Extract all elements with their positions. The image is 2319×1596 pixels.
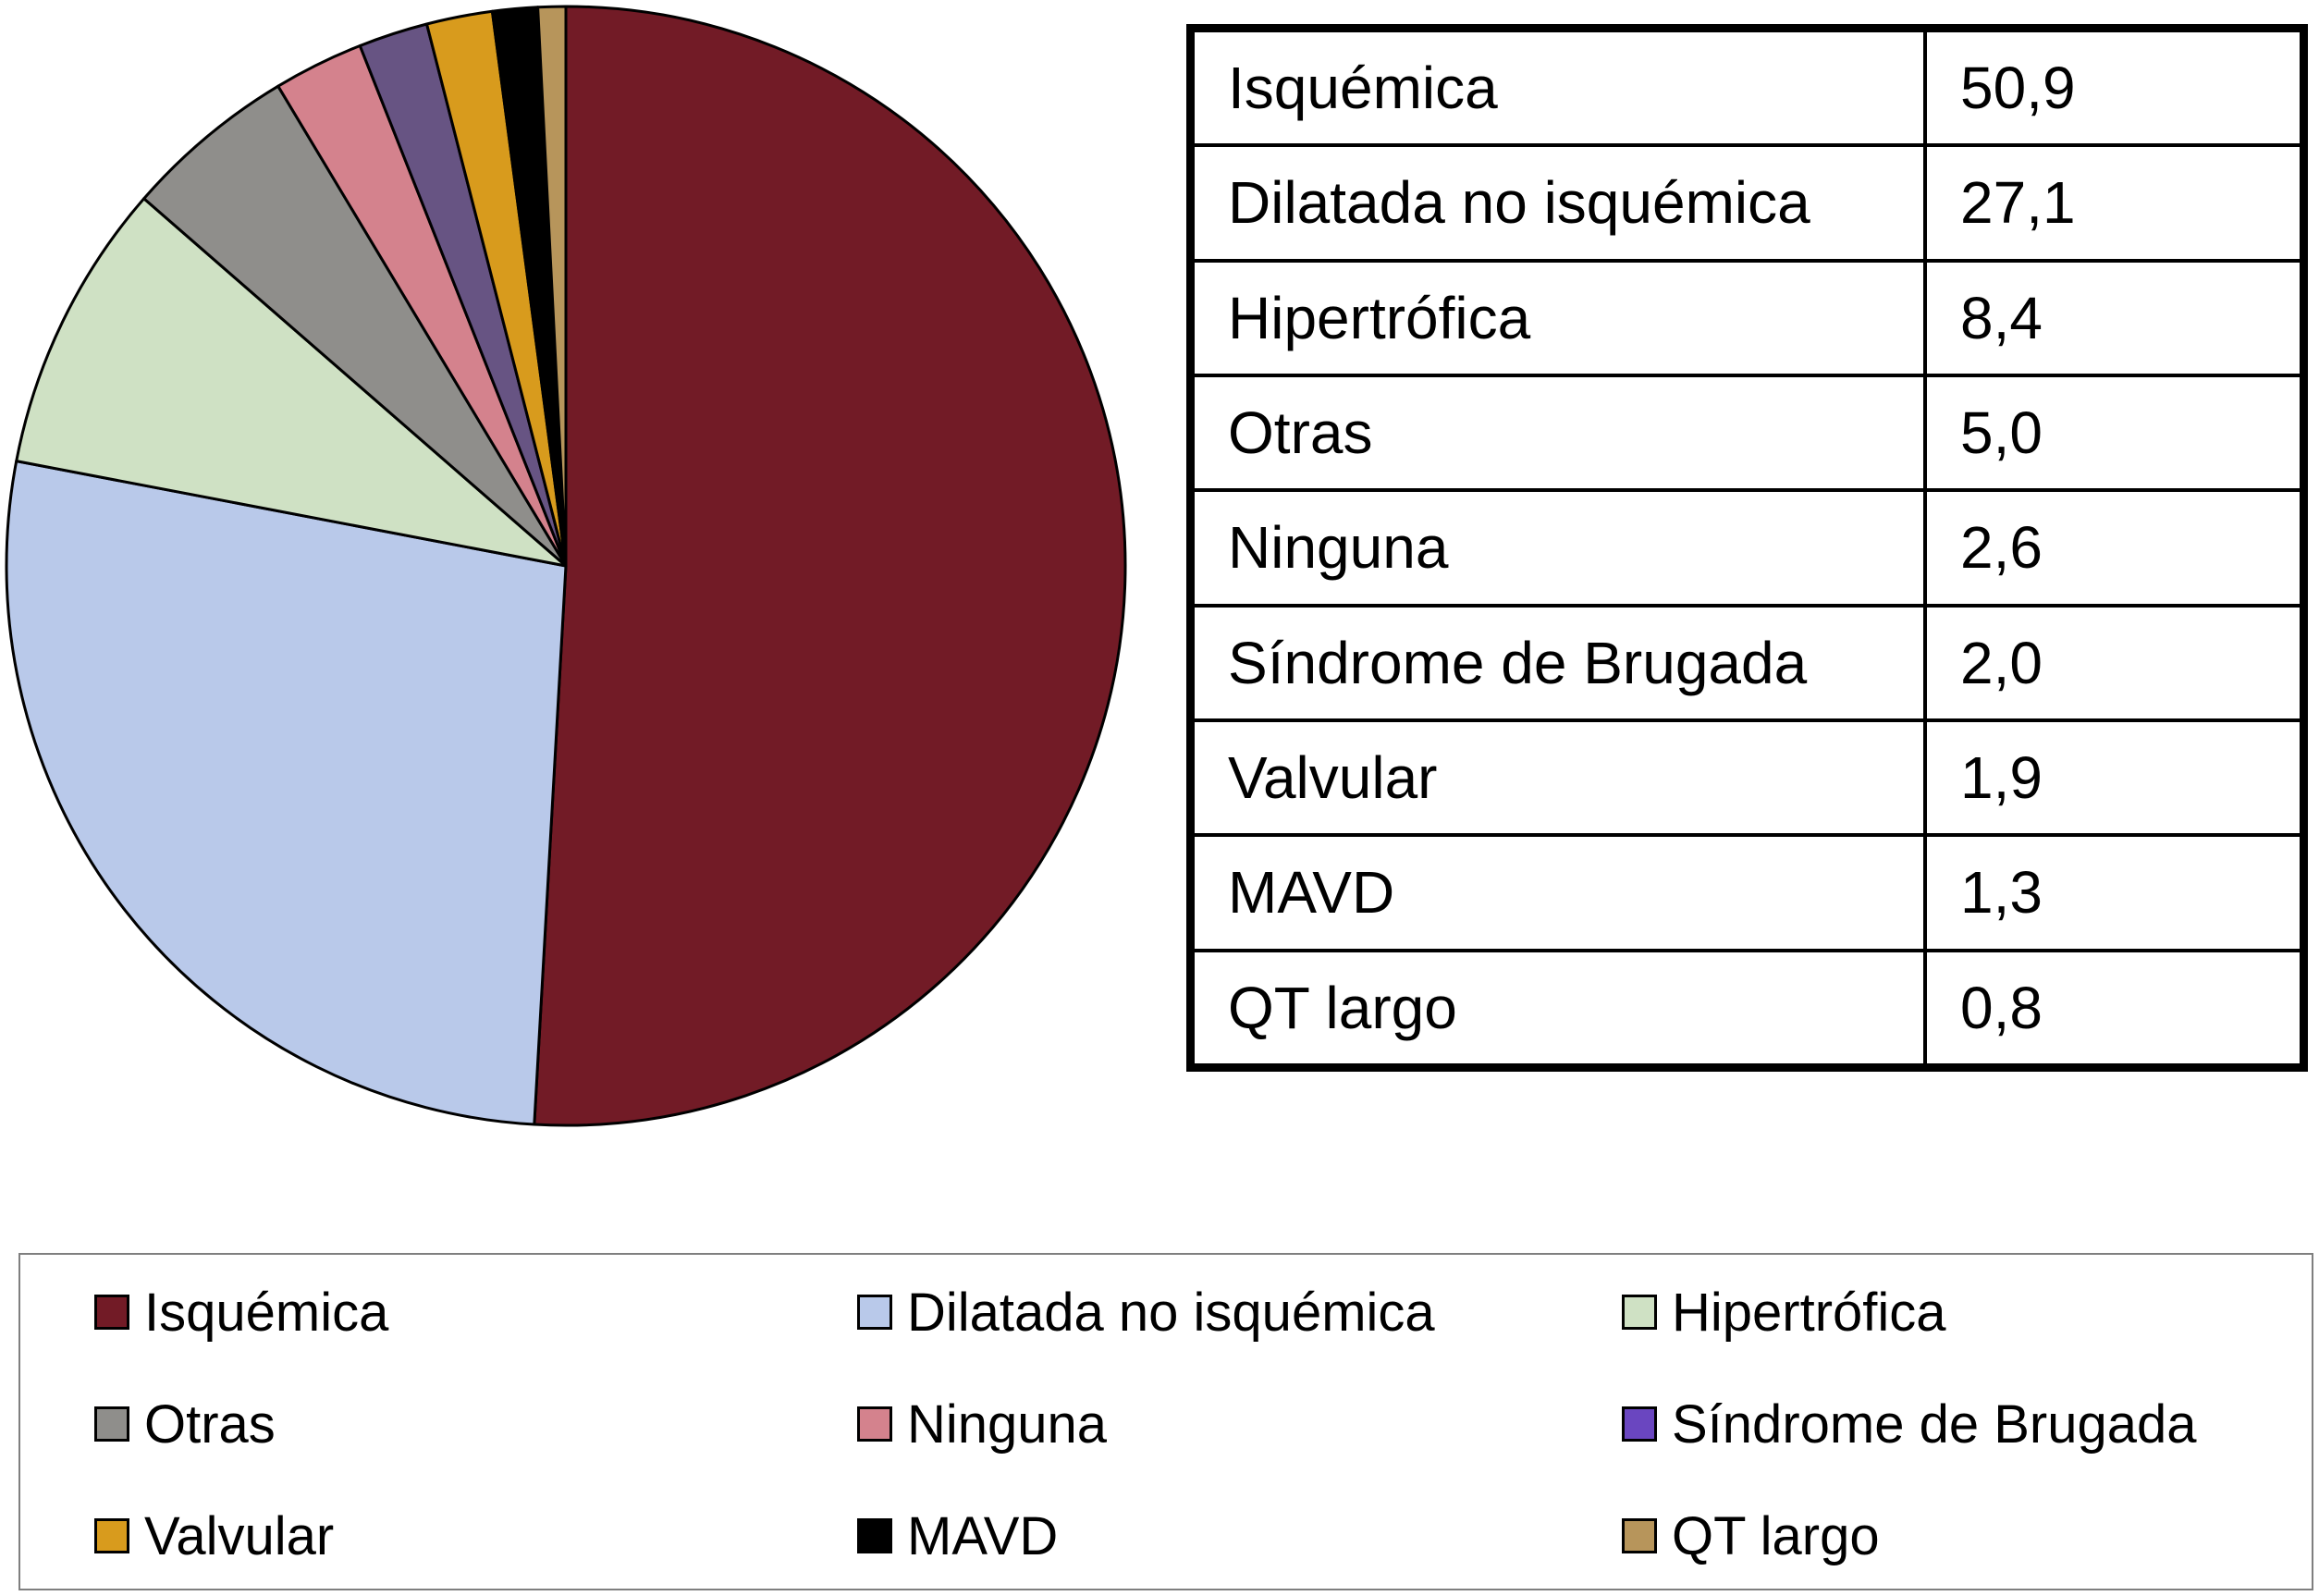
table-cell-value: 0,8 xyxy=(1960,974,2043,1041)
legend-item: MAVD xyxy=(857,1499,1058,1573)
table-row: MAVD 1,3 xyxy=(1195,837,2300,952)
pie-slice-qt-largo xyxy=(536,5,568,568)
table-row: QT largo 0,8 xyxy=(1195,951,2300,1063)
table-cell-value: 1,3 xyxy=(1960,859,2043,927)
legend-label: Otras xyxy=(144,1393,276,1455)
legend-swatch xyxy=(1622,1406,1657,1442)
legend-item: Síndrome de Brugada xyxy=(1622,1387,2196,1461)
pie-slice-otras xyxy=(142,84,568,568)
pie-slice-hipertrofica xyxy=(15,197,568,568)
chart-legend: Isquémica Dilatada no isquémica Hipertró… xyxy=(18,1253,2313,1590)
table-row: Ninguna 2,6 xyxy=(1195,492,2300,608)
legend-swatch xyxy=(857,1295,892,1330)
table-cell-value: 2,6 xyxy=(1960,514,2043,582)
legend-label: Síndrome de Brugada xyxy=(1672,1393,2197,1455)
table-cell-value: 5,0 xyxy=(1960,399,2043,467)
legend-swatch xyxy=(857,1518,892,1553)
legend-item: Valvular xyxy=(94,1499,334,1573)
table-cell-value: 2,0 xyxy=(1960,629,2043,696)
legend-swatch xyxy=(1622,1295,1657,1330)
legend-item: Otras xyxy=(94,1387,276,1461)
legend-swatch xyxy=(94,1406,129,1442)
table-cell-category: Ninguna xyxy=(1195,492,1927,604)
data-table: Isquémica 50,9 Dilatada no isquémica 27,… xyxy=(1186,24,2308,1072)
table-cell-value: 50,9 xyxy=(1960,55,2076,122)
table-cell-category: Dilatada no isquémica xyxy=(1195,147,1927,259)
table-row: Síndrome de Brugada 2,0 xyxy=(1195,607,2300,722)
legend-swatch xyxy=(94,1518,129,1553)
table-row: Valvular 1,9 xyxy=(1195,721,2300,838)
pie-chart xyxy=(5,5,1127,1127)
legend-swatch xyxy=(857,1406,892,1442)
legend-label: QT largo xyxy=(1672,1505,1880,1566)
table-row: Hipertrófica 8,4 xyxy=(1195,262,2300,377)
table-cell-category: MAVD xyxy=(1195,837,1927,949)
table-cell-category: Isquémica xyxy=(1195,32,1927,144)
legend-item: QT largo xyxy=(1622,1499,1880,1573)
legend-item: Isquémica xyxy=(94,1275,388,1349)
table-cell-value: 8,4 xyxy=(1960,284,2043,351)
legend-item: Ninguna xyxy=(857,1387,1107,1461)
table-cell-value: 27,1 xyxy=(1960,169,2076,237)
table-cell-category: Valvular xyxy=(1195,721,1927,834)
legend-label: MAVD xyxy=(907,1505,1059,1566)
legend-item: Hipertrófica xyxy=(1622,1275,1946,1349)
table-row: Isquémica 50,9 xyxy=(1195,32,2300,148)
table-cell-value: 1,9 xyxy=(1960,744,2043,812)
table-row: Otras 5,0 xyxy=(1195,376,2300,493)
table-cell-category: Otras xyxy=(1195,376,1927,489)
legend-label: Isquémica xyxy=(144,1282,389,1343)
legend-label: Valvular xyxy=(144,1505,335,1566)
pie-slice-isquemica xyxy=(533,5,1127,1127)
table-cell-category: Síndrome de Brugada xyxy=(1195,607,1927,718)
legend-swatch xyxy=(1622,1518,1657,1553)
legend-item: Dilatada no isquémica xyxy=(857,1275,1435,1349)
legend-label: Dilatada no isquémica xyxy=(907,1282,1435,1343)
pie-slice-dilatada-no-isquemica xyxy=(5,460,568,1126)
table-row: Dilatada no isquémica 27,1 xyxy=(1195,147,2300,263)
table-cell-category: QT largo xyxy=(1195,951,1927,1063)
legend-swatch xyxy=(94,1295,129,1330)
legend-label: Ninguna xyxy=(907,1393,1108,1455)
table-cell-category: Hipertrófica xyxy=(1195,262,1927,374)
legend-label: Hipertrófica xyxy=(1672,1282,1946,1343)
